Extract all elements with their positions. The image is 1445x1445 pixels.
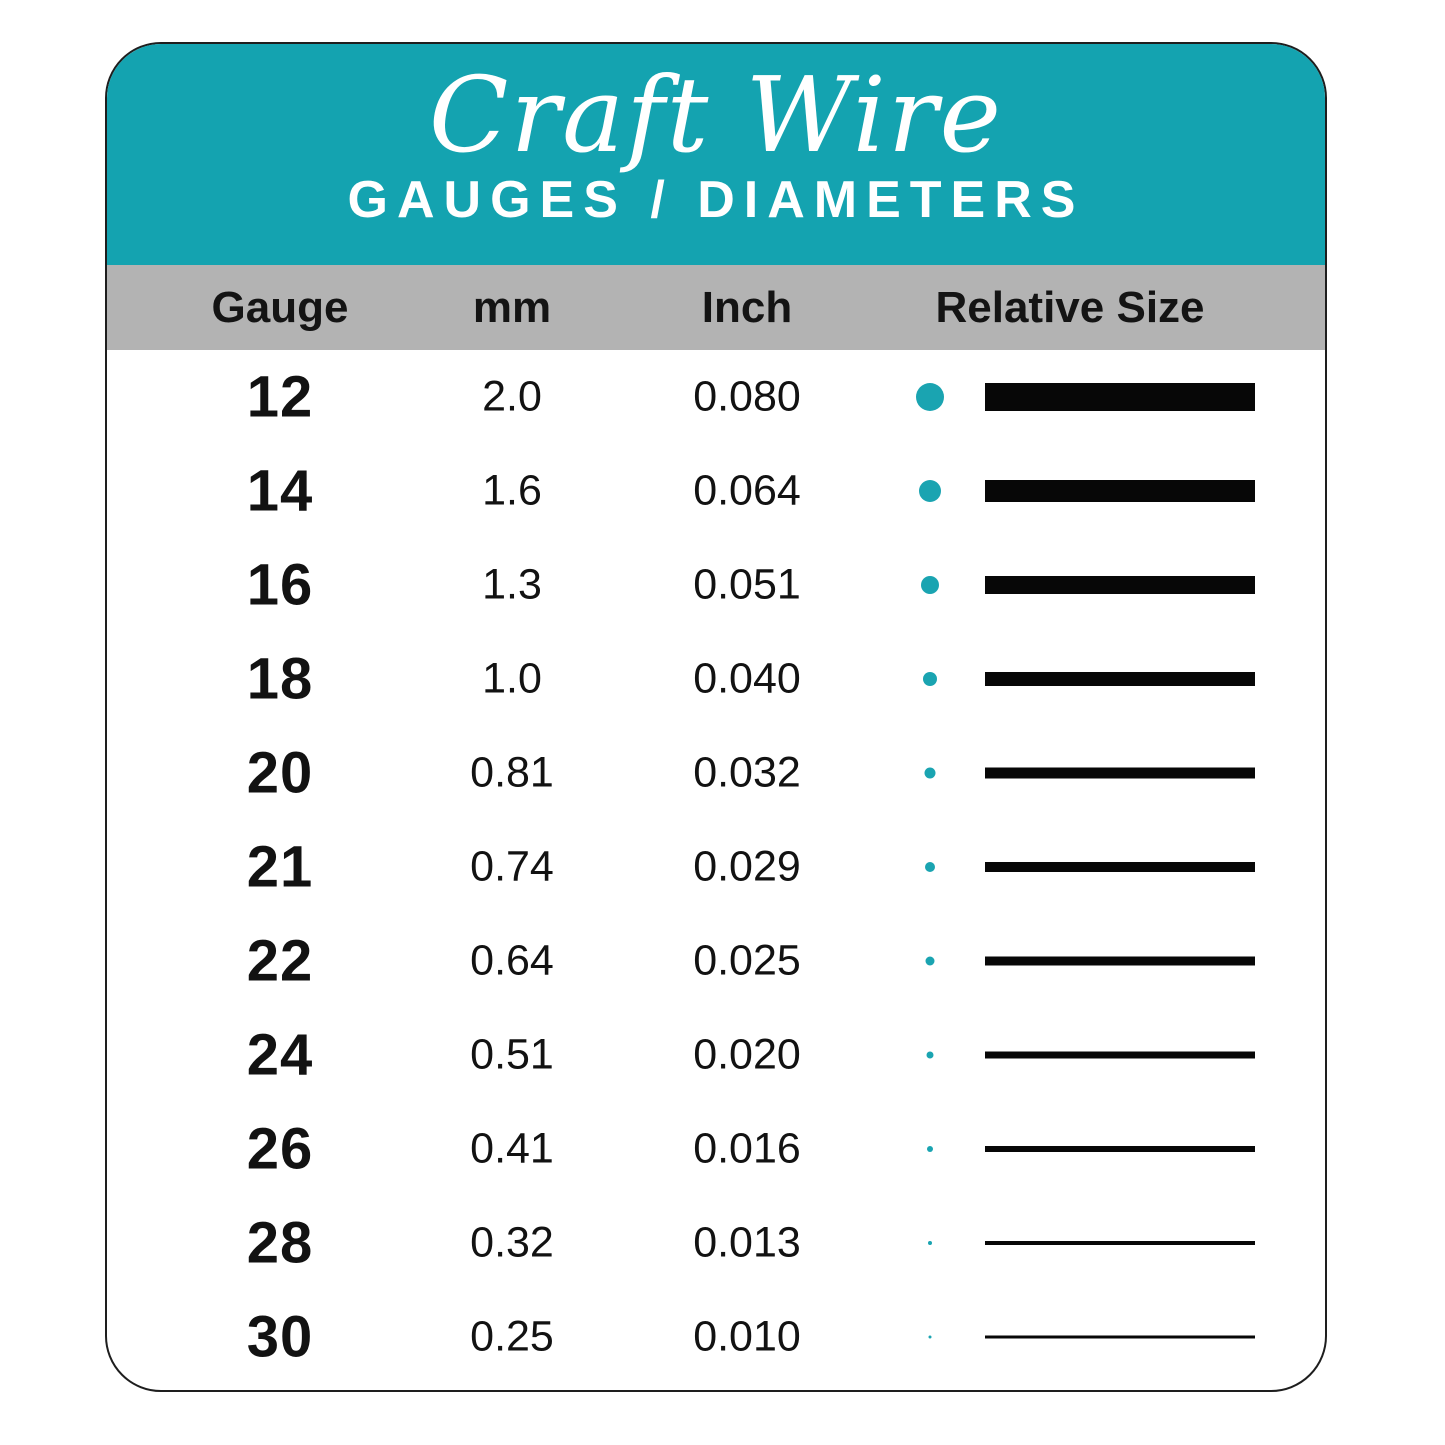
table-row: 14 1.6 0.064 [107,444,1325,538]
inch-value: 0.080 [693,372,801,421]
inch-value: 0.010 [693,1312,801,1361]
gauge-value: 22 [246,928,314,994]
wire-size-bar [985,383,1255,411]
wire-size-bar [985,480,1255,502]
table-row: 12 2.0 0.080 [107,350,1325,444]
inch-value: 0.051 [693,560,801,609]
wire-dot-icon [919,480,941,502]
mm-value: 0.81 [470,748,554,797]
inch-value: 0.025 [693,936,801,985]
gauge-value: 18 [246,646,314,712]
table-row: 21 0.74 0.029 [107,820,1325,914]
gauge-value: 14 [246,458,314,524]
gauge-value: 20 [246,740,314,806]
wire-size-bar [985,576,1255,594]
column-header-relative-size: Relative Size [935,282,1205,332]
gauge-value: 21 [246,834,314,900]
wire-size-bar [985,1241,1255,1245]
wire-dot-icon [928,1335,932,1339]
wire-size-bar [985,862,1255,872]
mm-value: 0.25 [470,1312,554,1361]
wire-size-bar [985,767,1255,779]
wire-dot-icon [924,767,936,779]
table-row: 28 0.32 0.013 [107,1196,1325,1290]
inch-value: 0.032 [693,748,801,797]
inch-value: 0.029 [693,842,801,891]
wire-dot-icon [925,862,935,872]
column-header-band: Gauge mm Inch Relative Size [107,265,1325,350]
wire-size-bar [985,672,1255,686]
chart-subtitle: GAUGES / DIAMETERS [347,171,1085,229]
wire-dot-icon [928,1241,932,1245]
table-row: 20 0.81 0.032 [107,726,1325,820]
mm-value: 0.41 [470,1124,554,1173]
mm-value: 1.0 [482,654,542,703]
inch-value: 0.040 [693,654,801,703]
gauge-value: 16 [246,552,314,618]
wire-size-bar [985,1146,1255,1152]
gauge-value: 28 [246,1210,314,1276]
inch-value: 0.064 [693,466,801,515]
chart-title: Craft Wire [428,54,1004,176]
table-row: 16 1.3 0.051 [107,538,1325,632]
wire-size-bar [985,1051,1255,1059]
mm-value: 0.64 [470,936,554,985]
inch-value: 0.020 [693,1030,801,1079]
mm-value: 1.6 [482,466,542,515]
wire-dot-icon [925,956,935,966]
gauge-value: 12 [246,364,314,430]
wire-size-bar [985,1335,1255,1339]
inch-value: 0.013 [693,1218,801,1267]
mm-value: 0.32 [470,1218,554,1267]
mm-value: 1.3 [482,560,542,609]
inch-value: 0.016 [693,1124,801,1173]
column-header-gauge: Gauge [211,282,349,332]
gauge-value: 24 [246,1022,314,1088]
table-row: 30 0.25 0.010 [107,1290,1325,1384]
gauge-chart-card: Craft Wire GAUGES / DIAMETERS Gauge mm I… [105,42,1327,1392]
wire-dot-icon [926,1051,934,1059]
wire-dot-icon [927,1146,933,1152]
gauge-value: 30 [246,1304,314,1370]
gauge-value: 26 [246,1116,314,1182]
mm-value: 2.0 [482,372,542,421]
chart-header: Craft Wire GAUGES / DIAMETERS [107,44,1325,265]
column-header-inch: Inch [701,282,793,332]
wire-dot-icon [923,672,937,686]
wire-size-bar [985,956,1255,966]
table-row: 22 0.64 0.025 [107,914,1325,1008]
table-row: 26 0.41 0.016 [107,1102,1325,1196]
wire-dot-icon [921,576,939,594]
table-row: 18 1.0 0.040 [107,632,1325,726]
table-row: 24 0.51 0.020 [107,1008,1325,1102]
table-rows: 12 2.0 0.080 14 1.6 0.064 16 1.3 0.051 18 1.0 0.040… [107,350,1325,1384]
wire-dot-icon [916,383,944,411]
column-header-mm: mm [472,282,552,332]
mm-value: 0.51 [470,1030,554,1079]
mm-value: 0.74 [470,842,554,891]
